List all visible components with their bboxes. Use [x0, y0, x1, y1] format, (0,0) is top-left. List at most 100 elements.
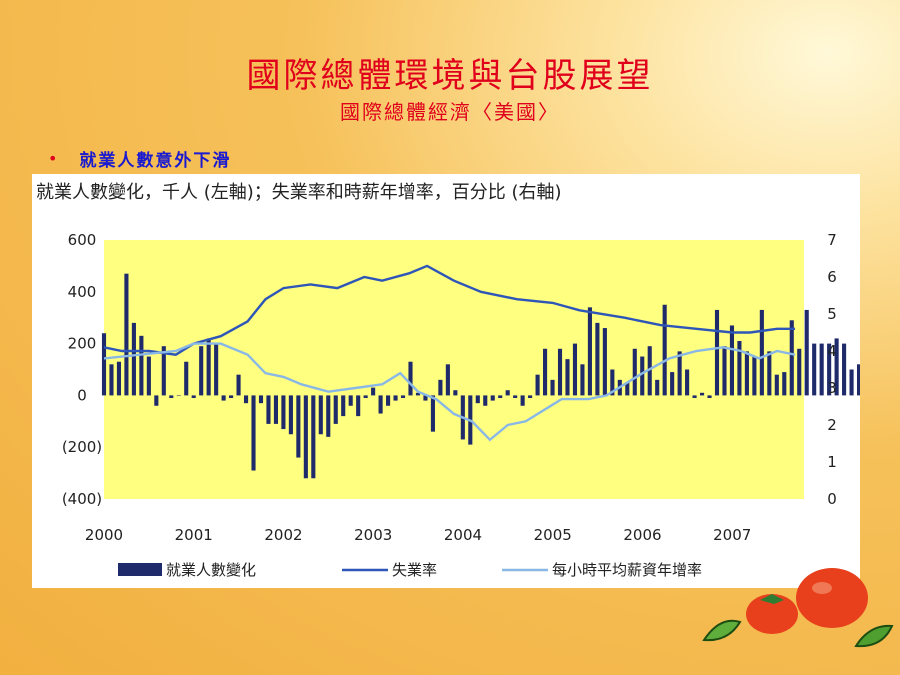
employment-bar	[326, 395, 331, 437]
employment-bar	[318, 395, 323, 435]
chart: 就業人數變化，千人 (左軸)；失業率和時薪年增率，百分比 (右軸) 600 400…	[36, 182, 860, 579]
small-tomato-icon	[746, 594, 798, 634]
employment-bar	[685, 369, 690, 396]
leaf-left-icon	[702, 619, 742, 642]
slide-title: 國際總體環境與台股展望	[246, 56, 654, 96]
employment-bar	[206, 338, 211, 396]
employment-bar	[759, 309, 764, 396]
employment-bar	[475, 395, 480, 404]
employment-bar	[236, 374, 241, 396]
employment-bar	[767, 351, 772, 396]
chart-title: 就業人數變化，千人 (左軸)；失業率和時薪年增率，百分比 (右軸)	[36, 182, 562, 203]
employment-bar	[535, 374, 540, 396]
employment-bar	[124, 273, 129, 396]
employment-bar	[423, 395, 428, 401]
y-left-tick-label: (200)	[62, 438, 102, 456]
employment-bar	[655, 379, 660, 396]
chart-panel: 就業人數變化，千人 (左軸)；失業率和時薪年增率，百分比 (右軸) 600 400…	[32, 174, 860, 588]
employment-bar	[214, 343, 219, 396]
y-right-tick-label: 5	[827, 305, 837, 323]
employment-bar	[737, 341, 742, 396]
employment-bar	[490, 395, 495, 401]
employment-bar	[662, 304, 667, 396]
employment-bar	[842, 343, 847, 396]
tomato-leaf-decoration	[702, 568, 894, 648]
y-left-tick-label: 600	[68, 231, 97, 249]
x-tick-label: 2000	[85, 526, 123, 544]
leaf-right-icon	[854, 624, 894, 648]
employment-bar	[341, 395, 346, 417]
unemployment-rate-line	[103, 264, 795, 356]
employment-bar	[543, 348, 548, 396]
tomato-stem-icon	[760, 594, 784, 604]
legend: 就業人數變化 失業率 每小時平均薪資年增率	[118, 561, 702, 579]
employment-bar	[116, 361, 122, 396]
tomato-highlight-icon	[812, 582, 832, 594]
employment-bar	[587, 307, 592, 396]
employment-bar	[632, 348, 637, 396]
employment-bar	[251, 395, 256, 471]
employment-bar	[356, 395, 361, 417]
y-right-tick-label: 4	[827, 342, 837, 360]
employment-bar	[699, 392, 705, 396]
y-right-tick-label: 1	[827, 453, 837, 471]
employment-bar	[520, 395, 525, 406]
employment-bar	[288, 395, 293, 435]
bullet-dot-icon: •	[48, 149, 58, 168]
employment-bar	[184, 361, 189, 396]
employment-bar	[109, 364, 114, 396]
y-left-tick-label: 200	[68, 335, 97, 353]
y-left-tick-label: 0	[77, 386, 87, 404]
employment-bar	[752, 356, 757, 396]
employment-bar	[834, 338, 839, 396]
employment-bar	[550, 379, 555, 396]
employment-bar	[647, 346, 652, 396]
employment-bar	[229, 395, 234, 398]
employment-bar	[363, 395, 368, 398]
employment-bar	[199, 346, 204, 396]
employment-bar	[722, 346, 727, 396]
employment-bar	[333, 395, 338, 424]
employment-bar	[386, 395, 391, 406]
employment-bar	[146, 356, 151, 396]
bullet-item: • 就業人數意外下滑	[48, 146, 231, 171]
lines-layer	[103, 264, 796, 442]
employment-bar	[445, 364, 450, 396]
slide-subtitle: 國際總體經濟〈美國〉	[340, 100, 560, 124]
y-left-tick-label: 400	[68, 283, 97, 301]
x-tick-label: 2004	[444, 526, 482, 544]
x-tick-label: 2001	[175, 526, 213, 544]
x-tick-label: 2003	[354, 526, 392, 544]
employment-bar	[131, 322, 136, 396]
employment-bar	[393, 395, 398, 401]
employment-bar	[595, 322, 600, 396]
y-right-tick-label: 6	[827, 268, 837, 286]
x-tick-label: 2002	[264, 526, 302, 544]
legend-swatch-employment	[118, 563, 162, 576]
employment-bar	[849, 369, 854, 396]
employment-bar	[483, 395, 488, 406]
employment-bar	[400, 395, 406, 398]
employment-bar	[303, 395, 308, 479]
employment-bar	[101, 333, 107, 396]
employment-bar	[729, 325, 735, 396]
employment-bar	[819, 343, 824, 396]
employment-bar	[610, 369, 615, 396]
employment-bar	[273, 395, 278, 424]
bullet-text: 就業人數意外下滑	[79, 151, 232, 171]
y-right-tick-label: 2	[827, 416, 837, 434]
employment-bar	[438, 379, 443, 396]
employment-bar	[856, 364, 860, 396]
tomato-icon	[796, 568, 868, 628]
employment-bar	[378, 395, 383, 414]
employment-bar	[789, 320, 794, 396]
employment-bar	[266, 395, 271, 424]
x-tick-label: 2007	[713, 526, 751, 544]
y-right-tick-label: 3	[827, 379, 837, 397]
employment-bar	[243, 395, 249, 404]
employment-bar	[430, 395, 435, 432]
employment-bar	[348, 395, 353, 406]
bars-layer	[101, 273, 860, 479]
employment-bar	[221, 395, 226, 401]
